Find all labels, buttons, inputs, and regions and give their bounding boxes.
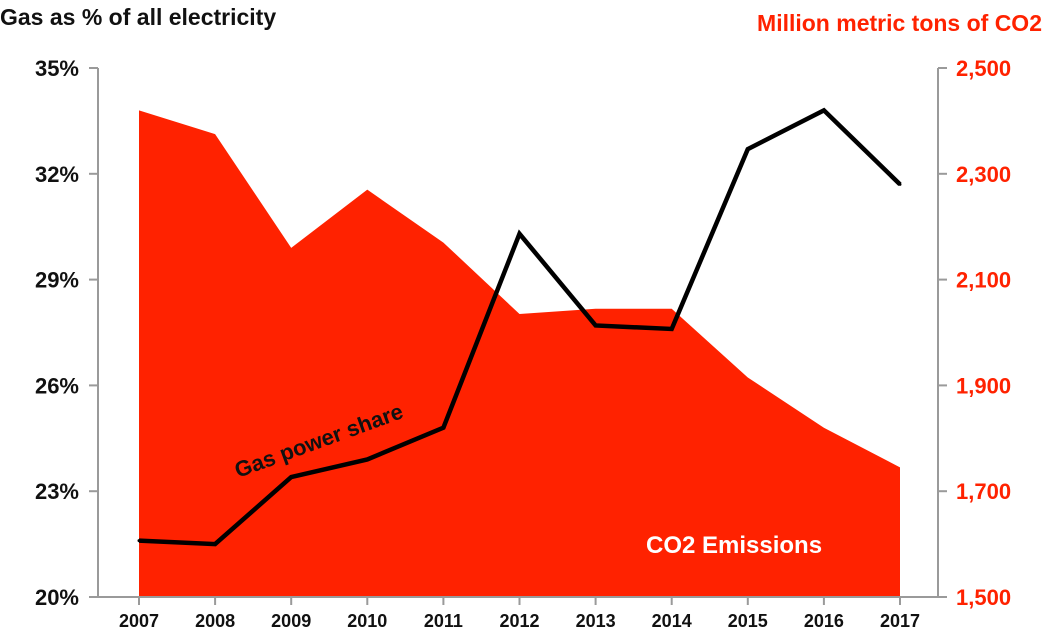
x-tick-label: 2012 (499, 611, 539, 631)
gas-power-share-point (289, 475, 293, 479)
gas-power-share-point (441, 426, 445, 430)
gas-power-share-point (822, 108, 826, 112)
gas-power-share-point (518, 232, 521, 236)
x-tick-label: 2017 (880, 611, 920, 631)
x-tick-label: 2009 (271, 611, 311, 631)
x-tick-label: 2007 (119, 611, 159, 631)
gas-power-share-point (898, 182, 902, 186)
x-tick-label: 2010 (347, 611, 387, 631)
gas-power-share-point (365, 457, 369, 461)
right-tick-label: 2,500 (956, 56, 1011, 81)
left-tick-label: 26% (35, 373, 79, 398)
left-tick-label: 32% (35, 162, 79, 187)
gas-power-share-point (670, 327, 674, 331)
x-tick-label: 2013 (576, 611, 616, 631)
co2-emissions-area (139, 110, 900, 597)
right-axis-title: Million metric tons of CO2 (757, 10, 1042, 36)
right-tick-label: 2,100 (956, 268, 1011, 293)
left-tick-label: 23% (35, 479, 79, 504)
right-tick-label: 1,900 (956, 373, 1011, 398)
x-tick-label: 2011 (424, 611, 463, 631)
x-tick-label: 2008 (195, 611, 235, 631)
gas-power-share-point (213, 542, 217, 546)
right-tick-label: 2,300 (956, 162, 1011, 187)
x-tick-label: 2015 (728, 611, 768, 631)
gas-power-share-point (137, 539, 141, 543)
left-tick-label: 35% (35, 56, 79, 81)
x-tick-label: 2016 (804, 611, 844, 631)
left-tick-label: 20% (35, 585, 79, 610)
right-tick-label: 1,500 (956, 585, 1011, 610)
co2-emissions-label: CO2 Emissions (646, 532, 822, 559)
right-tick-label: 1,700 (956, 479, 1011, 504)
left-tick-label: 29% (35, 268, 79, 293)
left-axis-title: Gas as % of all electricity (0, 4, 277, 30)
gas-power-share-point (746, 147, 750, 151)
gas-power-share-point (594, 323, 598, 327)
x-tick-label: 2014 (652, 611, 692, 631)
